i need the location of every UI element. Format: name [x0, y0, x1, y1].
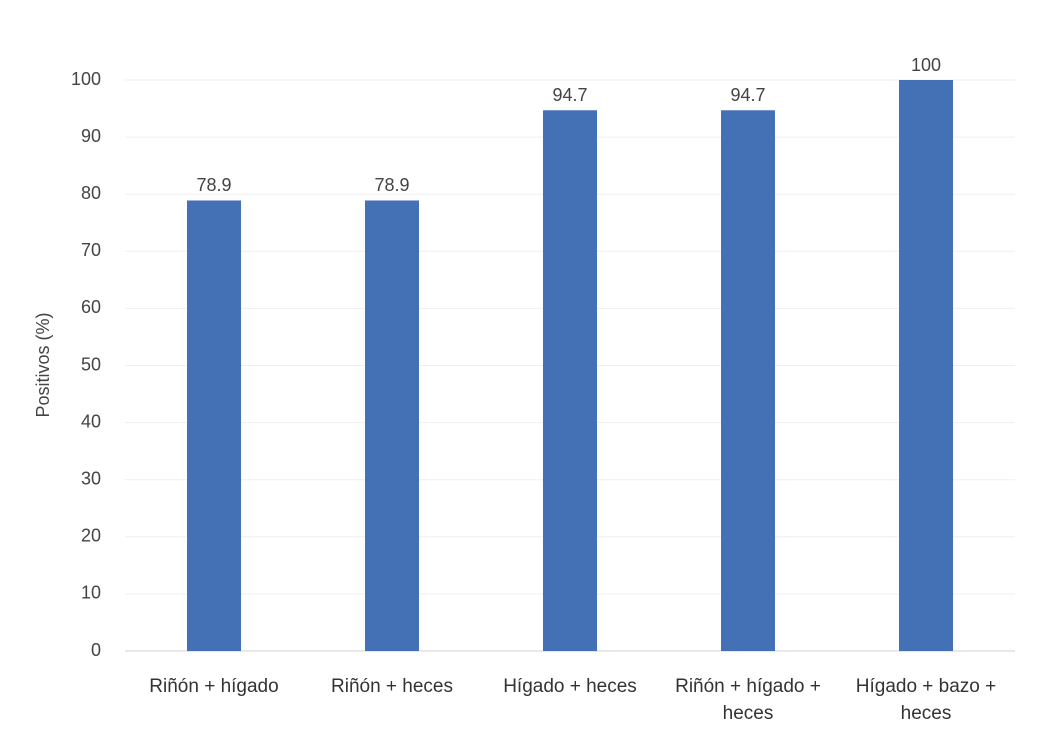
- y-tick-label: 40: [81, 411, 101, 431]
- bar: [543, 110, 597, 651]
- bar: [899, 80, 953, 651]
- y-tick-label: 10: [81, 583, 101, 603]
- data-label: 94.7: [730, 85, 765, 105]
- x-tick-label: Riñón + heces: [331, 676, 453, 697]
- data-label: 78.9: [374, 175, 409, 195]
- y-axis-label: Positivos (%): [33, 312, 53, 417]
- y-tick-label: 50: [81, 354, 101, 374]
- data-label: 100: [911, 55, 941, 75]
- y-tick-label: 30: [81, 468, 101, 488]
- y-tick-label: 0: [91, 640, 101, 660]
- y-tick-label: 60: [81, 297, 101, 317]
- bar: [721, 110, 775, 651]
- x-tick-label: Riñón + hígado + heces: [675, 676, 821, 724]
- y-tick-label: 20: [81, 526, 101, 546]
- bar: [187, 200, 241, 651]
- data-label: 94.7: [552, 85, 587, 105]
- x-tick-label: Riñón + hígado: [149, 676, 279, 697]
- y-tick-label: 70: [81, 240, 101, 260]
- y-tick-label: 80: [81, 183, 101, 203]
- x-tick-label: Hígado + bazo + heces: [855, 676, 997, 724]
- data-label: 78.9: [196, 175, 231, 195]
- y-tick-label: 100: [71, 69, 101, 89]
- bar: [365, 200, 419, 651]
- x-tick-label: Hígado + heces: [503, 676, 637, 697]
- y-tick-label: 90: [81, 126, 101, 146]
